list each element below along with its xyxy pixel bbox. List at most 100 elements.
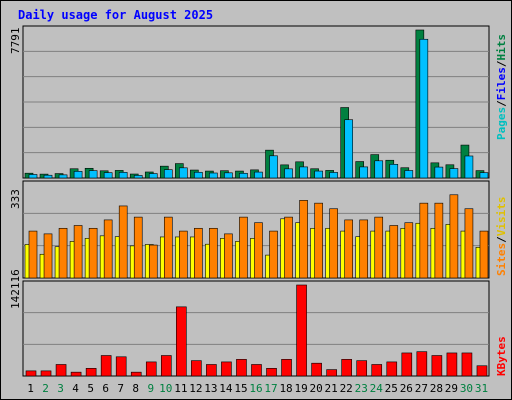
- files-bar: [163, 169, 173, 179]
- files-bar: [479, 172, 489, 179]
- sites-bar: [434, 202, 444, 279]
- files-bar: [133, 175, 143, 179]
- legend-item-files: Files: [495, 67, 508, 100]
- sites-bar: [359, 219, 369, 279]
- files-bar: [88, 170, 98, 179]
- sites-bar: [163, 216, 173, 279]
- legend-item-pages: Pages: [495, 107, 508, 140]
- day-label: 11: [174, 382, 187, 395]
- sites-bar: [73, 225, 83, 279]
- day-label: 6: [102, 382, 109, 395]
- kbytes-bar: [371, 364, 383, 377]
- kbytes-bar: [236, 359, 247, 377]
- kbytes-bar: [296, 284, 307, 377]
- files-bar: [314, 170, 323, 179]
- day-label: 26: [400, 382, 413, 395]
- day-label: 4: [72, 382, 79, 395]
- files-bar: [73, 171, 83, 179]
- sites-bar: [404, 222, 414, 279]
- sites-bar: [464, 208, 474, 279]
- sites-bar: [269, 230, 278, 279]
- kbytes-bar: [476, 365, 488, 377]
- kbytes-bar: [326, 369, 337, 377]
- sites-bar: [209, 227, 218, 279]
- day-label: 25: [385, 382, 398, 395]
- sites-bar: [43, 233, 53, 279]
- day-label: 17: [264, 382, 277, 395]
- files-bar: [103, 172, 113, 179]
- files-bar: [449, 168, 459, 179]
- sites-bar: [58, 227, 68, 279]
- day-label: 10: [159, 382, 172, 395]
- day-label: 28: [430, 382, 443, 395]
- day-label: 1: [27, 382, 34, 395]
- sites-bar: [28, 230, 38, 279]
- kbytes-bar: [281, 359, 292, 377]
- day-label: 9: [147, 382, 154, 395]
- day-label: 23: [355, 382, 368, 395]
- day-label: 21: [325, 382, 338, 395]
- sites-bar: [179, 230, 188, 279]
- legend-item-sites: Sites: [495, 243, 508, 276]
- legend-item-kbytes: KBytes: [495, 336, 508, 376]
- sites-bar: [224, 233, 233, 279]
- sites-bar: [239, 216, 248, 279]
- files-bar: [118, 172, 128, 179]
- y-max-label: 142116: [9, 269, 22, 309]
- day-label: 12: [189, 382, 202, 395]
- kbytes-bar: [251, 364, 262, 377]
- kbytes-bar: [145, 361, 157, 377]
- day-label: 7: [117, 382, 124, 395]
- files-bar: [224, 172, 233, 179]
- kbytes-bar: [130, 371, 142, 377]
- day-label: 22: [340, 382, 353, 395]
- files-bar: [269, 155, 278, 179]
- day-label: 31: [475, 382, 488, 395]
- sites-bar: [389, 225, 399, 279]
- chart-title: Daily usage for August 2025: [18, 8, 213, 22]
- panel-hits: 7791: [9, 25, 490, 179]
- legend-item-visits: Visits: [495, 197, 508, 237]
- sites-bar: [103, 219, 113, 279]
- files-bar: [239, 172, 248, 179]
- day-label: 8: [132, 382, 139, 395]
- kbytes-bar: [311, 362, 322, 377]
- sites-bar: [133, 216, 143, 279]
- x-axis-day-labels: 1 2 3 4 5 6 7 8 9 10 11 12 13 14 15 16 17 18 19 20 21 22 23 24 2…: [27, 382, 488, 395]
- sites-bar: [118, 205, 128, 279]
- day-label: 29: [445, 382, 458, 395]
- files-bar: [464, 155, 474, 179]
- y-max-label: 7791: [9, 28, 22, 55]
- files-bar: [194, 171, 203, 179]
- day-label: 14: [219, 382, 233, 395]
- day-label: 13: [204, 382, 217, 395]
- files-bar: [43, 174, 53, 179]
- panel-visits: 333: [9, 180, 490, 279]
- sites-bar: [88, 227, 98, 279]
- sites-bar: [479, 230, 489, 279]
- files-bar: [299, 166, 308, 179]
- kbytes-bar: [431, 355, 443, 377]
- legend-item-hits: Hits: [495, 34, 508, 61]
- sites-bar: [344, 219, 353, 279]
- legend-item-separator: /: [495, 60, 508, 67]
- panel-kbytes: 142116: [9, 269, 490, 377]
- sites-bar: [449, 194, 459, 279]
- kbytes-bar: [341, 359, 352, 377]
- sites-bar: [284, 216, 293, 279]
- files-bar: [179, 167, 188, 179]
- kbytes-bar: [206, 364, 217, 377]
- sites-bar: [374, 216, 384, 279]
- day-label: 18: [279, 382, 292, 395]
- kbytes-bar: [356, 360, 368, 377]
- files-bar: [284, 168, 293, 179]
- files-bar: [374, 160, 384, 179]
- sites-bar: [299, 200, 308, 279]
- files-bar: [419, 38, 429, 179]
- kbytes-bar: [446, 352, 458, 377]
- day-label: 2: [42, 382, 49, 395]
- files-bar: [404, 170, 414, 179]
- kbytes-bar: [55, 364, 67, 377]
- day-label: 20: [310, 382, 323, 395]
